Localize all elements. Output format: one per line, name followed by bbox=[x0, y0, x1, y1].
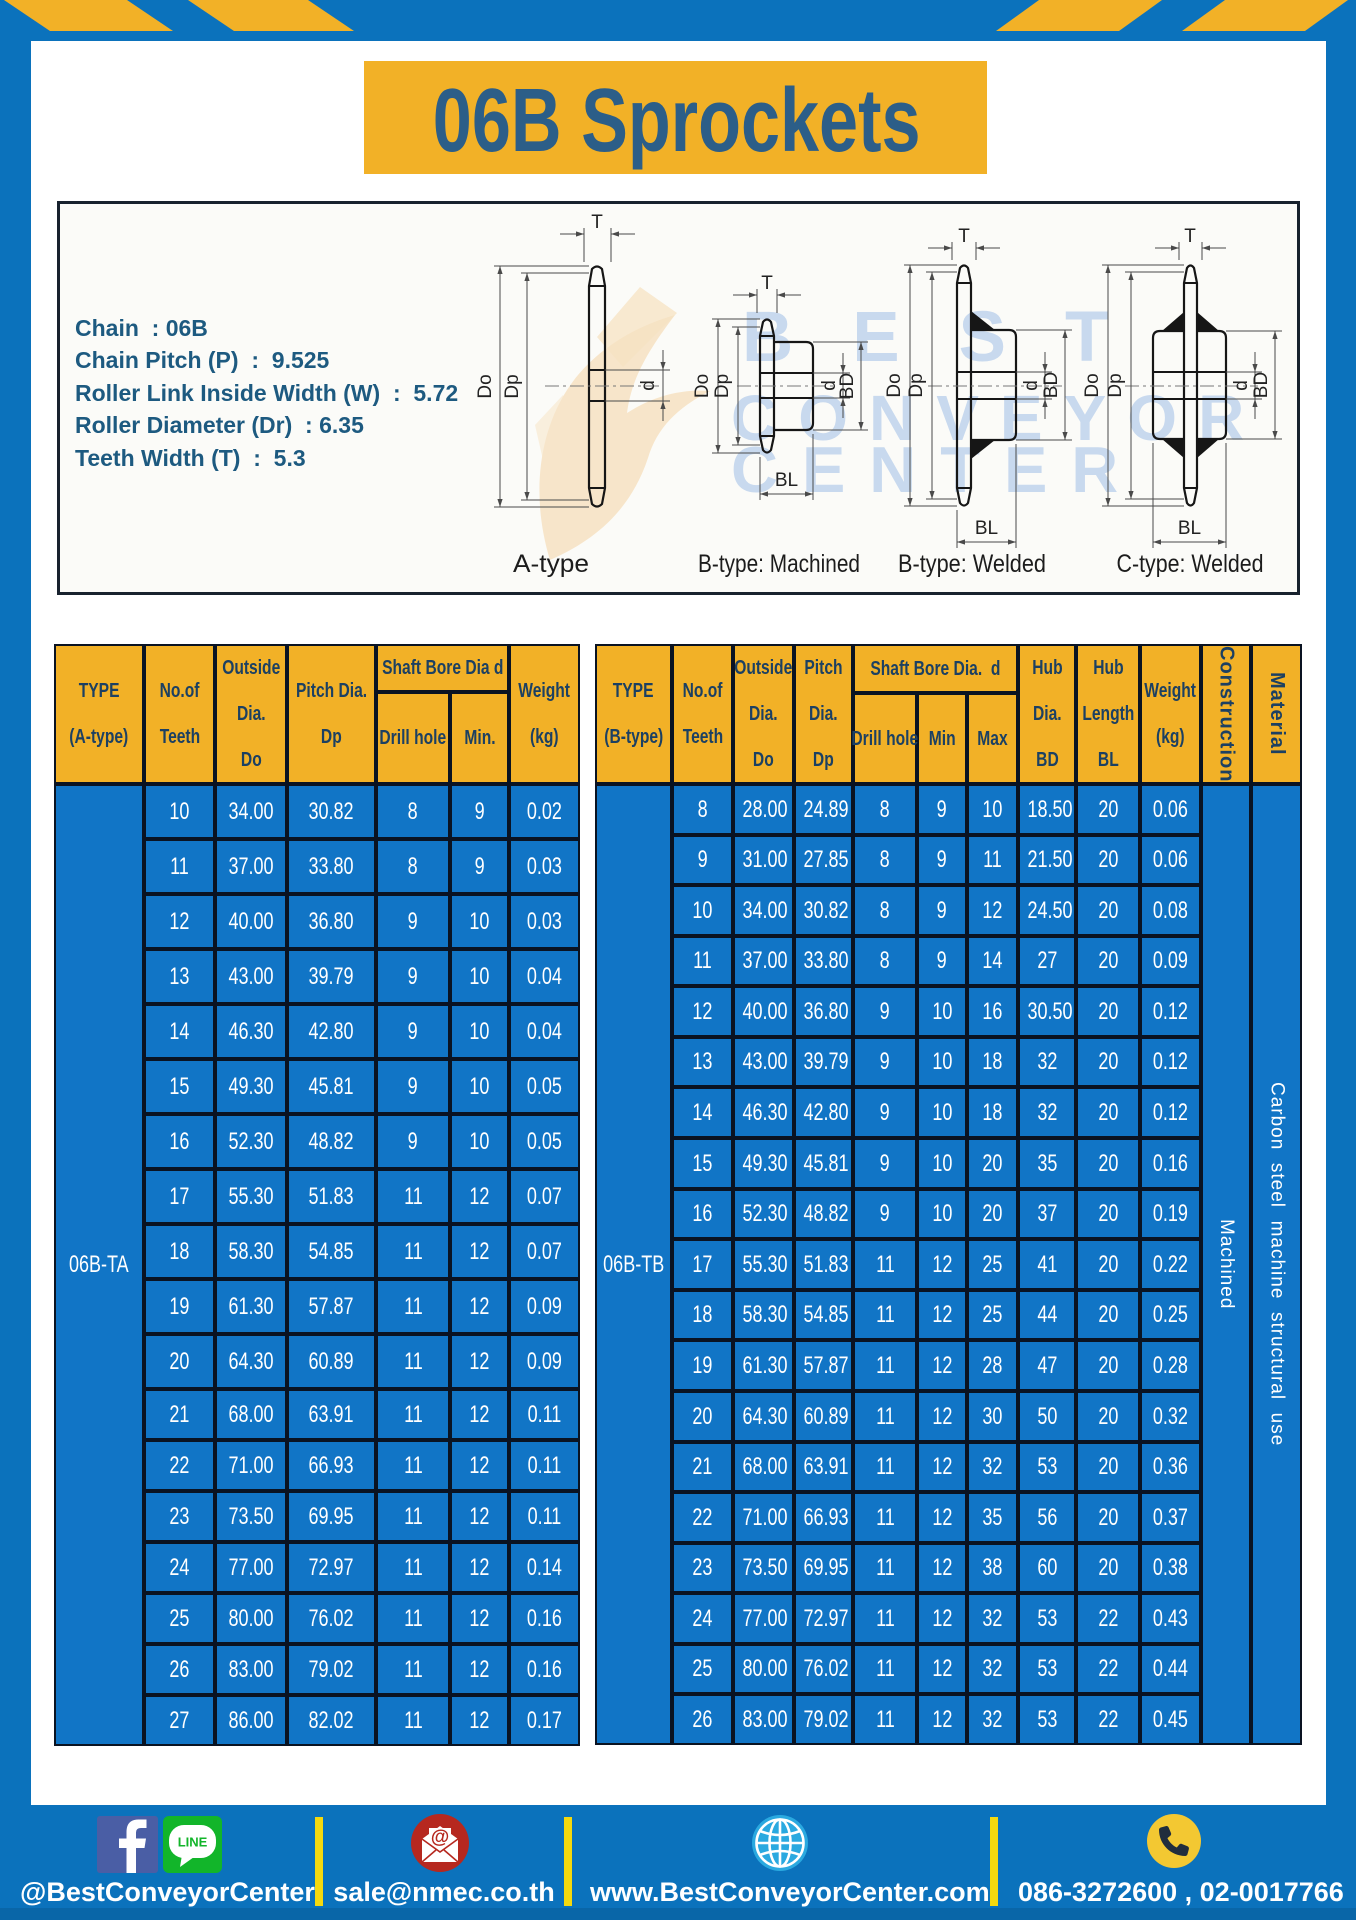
svg-text:LINE: LINE bbox=[178, 1835, 208, 1850]
svg-text:Dp: Dp bbox=[502, 374, 523, 398]
svg-text:d: d bbox=[819, 380, 840, 391]
svg-text:Dp: Dp bbox=[712, 374, 733, 398]
svg-text:Do: Do bbox=[475, 374, 496, 398]
svg-text:Dp: Dp bbox=[906, 373, 927, 397]
svg-text:A-type: A-type bbox=[513, 550, 589, 578]
svg-text:d: d bbox=[1231, 380, 1252, 391]
svg-text:BL: BL bbox=[975, 518, 998, 539]
svg-text:BD: BD bbox=[1041, 372, 1062, 398]
svg-text:BD: BD bbox=[837, 373, 858, 399]
svg-text:d: d bbox=[638, 380, 659, 391]
svg-text:@: @ bbox=[431, 1827, 450, 1848]
svg-text:C-type: Welded: C-type: Welded bbox=[1117, 550, 1264, 578]
svg-text:BL: BL bbox=[775, 470, 798, 491]
svg-text:T: T bbox=[958, 226, 970, 247]
svg-text:T: T bbox=[761, 273, 773, 294]
svg-text:Dp: Dp bbox=[1105, 373, 1126, 397]
svg-text:BL: BL bbox=[1178, 518, 1201, 539]
svg-text:d: d bbox=[1021, 380, 1042, 391]
svg-text:Do: Do bbox=[884, 373, 905, 397]
svg-text:BD: BD bbox=[1251, 372, 1272, 398]
svg-text:Do: Do bbox=[692, 374, 713, 398]
svg-text:T: T bbox=[1184, 226, 1196, 247]
svg-text:B-type: Welded: B-type: Welded bbox=[898, 550, 1046, 578]
svg-text:B-type: Machined: B-type: Machined bbox=[698, 550, 860, 578]
svg-text:Do: Do bbox=[1082, 373, 1103, 397]
svg-text:T: T bbox=[591, 212, 603, 233]
